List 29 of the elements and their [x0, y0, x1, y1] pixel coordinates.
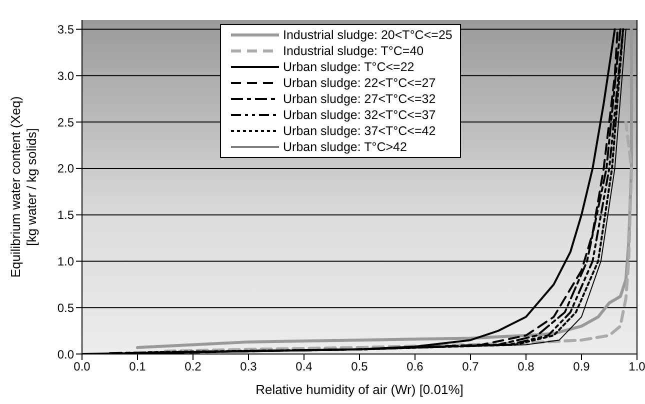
legend-label: Urban sludge: 22<T°C<=27: [283, 76, 436, 90]
x-tick-label: 0.1: [129, 360, 146, 374]
x-tick-label: 0.7: [462, 360, 480, 374]
x-tick-label: 0.4: [296, 360, 313, 374]
legend-label: Urban sludge: 37<T°C<=42: [283, 124, 436, 138]
legend-label: Urban sludge: 27<T°C<=32: [283, 92, 436, 106]
x-tick-label: 0.0: [74, 360, 91, 374]
x-tick-label: 0.3: [240, 360, 258, 374]
legend-label: Urban sludge: 32<T°C<=37: [283, 108, 436, 122]
y-axis-title: Equilibrium water content (Xeq) [kg water / kg solids]: [8, 96, 39, 278]
x-tick-label: 1.0: [628, 360, 645, 374]
x-axis-title: Relative humidity of air (Wr) [0.01%]: [256, 382, 464, 397]
y-tick-label: 1.0: [57, 254, 74, 268]
x-tick-label: 0.9: [573, 360, 590, 374]
legend-label: Industrial sludge: 20<T°C<=25: [283, 28, 452, 42]
y-tick-label: 3.0: [57, 68, 74, 83]
x-tick-label: 0.5: [351, 360, 368, 374]
x-tick-label: 0.8: [518, 360, 535, 374]
legend-label: Industrial sludge: T°C=40: [283, 44, 424, 58]
legend-label: Urban sludge: T°C>42: [283, 140, 407, 154]
y-tick-label: 1.5: [57, 208, 74, 222]
y-tick-label: 2.0: [57, 162, 74, 176]
x-tick-label: 0.6: [406, 360, 424, 374]
y-tick-label: 0.0: [57, 347, 74, 362]
x-tick-label: 0.2: [184, 360, 202, 374]
y-tick-label: 2.5: [57, 115, 74, 130]
y-tick-label: 3.5: [57, 22, 74, 37]
legend-label: Urban sludge: T°C<=22: [283, 60, 414, 74]
y-tick-label: 0.5: [57, 300, 74, 315]
